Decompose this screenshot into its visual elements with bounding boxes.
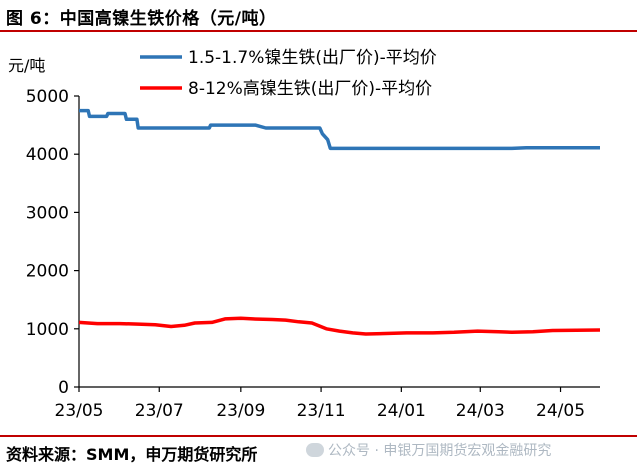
figure-title: 图 6：中国高镍生铁价格（元/吨） (6, 9, 277, 29)
series-line-1 (79, 108, 600, 151)
x-tick-label: 24/03 (456, 401, 505, 421)
x-tick-label: 23/11 (297, 401, 346, 421)
series-layer (78, 108, 601, 336)
y-tick-label: 5000 (26, 87, 69, 107)
watermark: 公众号 · 申银万国期货宏观金融研究 (306, 440, 551, 460)
x-tick-label: 23/05 (55, 401, 104, 421)
bottom-rule (0, 435, 637, 437)
watermark-text: 公众号 · 申银万国期货宏观金融研究 (328, 443, 552, 459)
axes: 0 1000 2000 3000 4000 5000 23/05 23/07 23/09 23/1… (26, 87, 600, 421)
wechat-icon (306, 443, 324, 457)
legend-label-1: 1.5-1.7%镍生铁(出厂价)-平均价 (188, 48, 437, 68)
y-tick-label: 0 (58, 378, 69, 398)
x-tick-label: 23/09 (216, 401, 265, 421)
x-tick-label: 23/07 (135, 401, 184, 421)
y-tick-label: 4000 (26, 145, 69, 165)
x-tick-label: 24/05 (536, 401, 585, 421)
title-rule (0, 30, 637, 32)
y-axis-label: 元/吨 (8, 56, 45, 75)
x-tick-label: 24/01 (377, 401, 426, 421)
legend-label-2: 8-12%高镍生铁(出厂价)-平均价 (188, 79, 432, 99)
series-line-2 (78, 316, 601, 336)
y-tick-label: 3000 (26, 203, 69, 223)
y-tick-label: 2000 (26, 262, 69, 282)
y-tick-label: 1000 (26, 320, 69, 340)
source-note: 资料来源：SMM，申万期货研究所 (6, 445, 258, 464)
legend: 1.5-1.7%镍生铁(出厂价)-平均价 8-12%高镍生铁(出厂价)-平均价 (140, 48, 437, 99)
